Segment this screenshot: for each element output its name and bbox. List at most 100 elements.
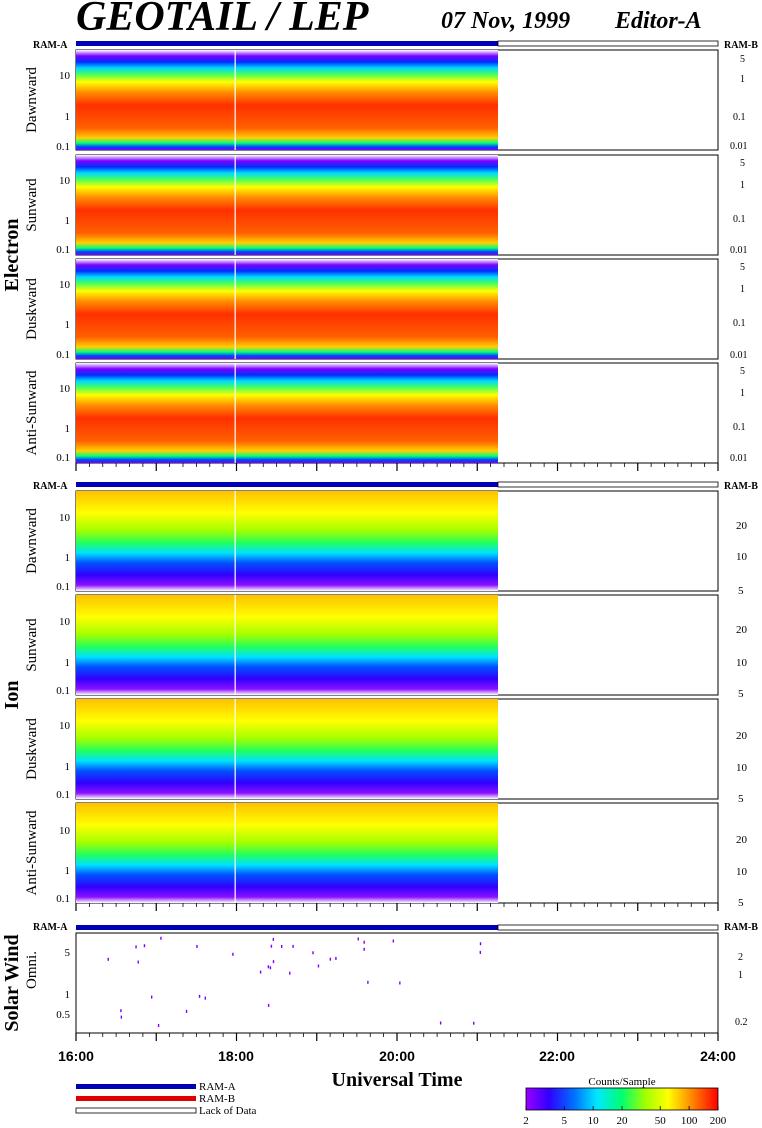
legend-lack-label: Lack of Data — [199, 1105, 257, 1117]
solar-wind-count-mark — [137, 960, 139, 964]
solar-wind-right-tick-2: 2 — [738, 952, 743, 963]
ion-dawnward-left-tick-1: 1 — [65, 552, 71, 564]
solar-wind-count-mark — [357, 937, 359, 941]
ion-anti-sunward-label: Anti-Sunward — [24, 810, 40, 895]
legend-ram-b-label: RAM-B — [199, 1093, 235, 1105]
solar-wind-right-tick-0-2: 0.2 — [735, 1017, 748, 1028]
ion-sunward-spectrogram — [76, 595, 498, 695]
colorbar: Counts/Sample 2 5 10 20 50 100 200 — [523, 1076, 727, 1127]
time-tick-24: 24:00 — [700, 1048, 736, 1064]
solar-wind-count-mark — [259, 970, 262, 974]
solar-wind-count-mark — [329, 957, 332, 961]
solar-wind-count-mark — [392, 939, 395, 943]
ion-duskward-left-tick-0-1: 0.1 — [56, 789, 70, 801]
solar-wind-count-mark — [157, 1023, 160, 1027]
figure-editor: Editor-A — [614, 8, 702, 34]
solar-wind-count-mark — [198, 994, 201, 998]
electron-sunward-left-tick-10: 10 — [59, 175, 71, 187]
ion-duskward-label: Duskward — [24, 718, 40, 780]
electron-dawnward-right-tick-1: 1 — [740, 74, 745, 85]
ion-sunward-label: Sunward — [24, 618, 40, 672]
ion-ram-a-label: RAM-A — [33, 481, 68, 492]
solar-wind-count-mark — [280, 944, 283, 948]
electron-anti-sunward-label: Anti-Sunward — [24, 370, 40, 455]
solar-wind-count-mark — [270, 944, 273, 948]
ion-anti-sunward-left-tick-0-1: 0.1 — [56, 893, 70, 905]
time-axis: 16:00 18:00 20:00 22:00 24:00 Universal … — [58, 1048, 736, 1091]
electron-duskward-right-tick-1: 1 — [740, 284, 745, 295]
electron-dawnward-right-tick-5: 5 — [740, 54, 745, 65]
ion-duskward-right-tick-5: 5 — [738, 793, 744, 805]
electron-group-label: Electron — [1, 219, 23, 292]
solar-wind-group: Solar Wind RAM-A RAM-B Omni. 5 1 0.5 2 1… — [1, 922, 758, 1034]
time-tick-20: 20:00 — [379, 1048, 415, 1064]
axis-tick-marks — [75, 463, 719, 1041]
figure-date: 07 Nov, 1999 — [441, 8, 570, 34]
electron-sunward-label: Sunward — [24, 178, 40, 232]
solar-wind-ram-b-label: RAM-B — [724, 922, 758, 933]
ion-ram-b-label: RAM-B — [724, 481, 758, 492]
solar-wind-ram-a-label: RAM-A — [33, 922, 68, 933]
time-axis-label: Universal Time — [332, 1069, 463, 1091]
electron-anti-sunward-panel: Anti-Sunward 10 1 0.1 5 1 0.1 0.01 — [24, 362, 748, 464]
time-tick-18: 18:00 — [218, 1048, 254, 1064]
solar-wind-count-mark — [317, 964, 320, 968]
solar-wind-count-mark — [267, 1003, 270, 1007]
solar-wind-count-mark — [335, 956, 337, 960]
electron-dawnward-left-tick-1: 1 — [65, 111, 71, 123]
ion-anti-sunward-panel: Anti-Sunward 10 1 0.1 20 10 5 — [24, 802, 748, 909]
ion-anti-sunward-right-tick-10: 10 — [736, 866, 748, 878]
ion-dawnward-right-tick-20: 20 — [736, 520, 748, 532]
electron-duskward-panel: Duskward 10 1 0.1 5 1 0.1 0.01 — [24, 258, 748, 361]
colorbar-tick-label: 50 — [655, 1115, 667, 1127]
electron-anti-sunward-right-tick-0-01: 0.01 — [730, 453, 748, 464]
solar-wind-ram-a-bar — [76, 925, 498, 930]
solar-wind-count-mark — [479, 942, 482, 946]
solar-wind-count-mark — [120, 1009, 122, 1013]
solar-wind-count-mark — [150, 995, 153, 999]
colorbar-ticks: 2 5 10 20 50 100 200 — [523, 1106, 727, 1127]
ion-duskward-spectrogram — [76, 699, 498, 799]
electron-dawnward-right-tick-0-01: 0.01 — [730, 141, 748, 152]
solar-wind-count-mark — [272, 937, 275, 941]
ion-sunward-panel: Sunward 10 1 0.1 20 10 5 — [24, 594, 748, 700]
ion-dawnward-spectrogram — [76, 491, 498, 591]
electron-sunward-right-tick-5: 5 — [740, 158, 745, 169]
electron-anti-sunward-spectrogram — [76, 363, 498, 463]
ion-sunward-right-tick-5: 5 — [738, 688, 744, 700]
solar-wind-count-mark — [272, 960, 275, 964]
electron-ram-b-label: RAM-B — [724, 40, 758, 51]
solar-wind-left-tick-1: 1 — [65, 989, 71, 1001]
electron-duskward-left-tick-0-1: 0.1 — [56, 349, 70, 361]
ion-dawnward-left-tick-10: 10 — [59, 512, 71, 524]
ion-duskward-right-tick-10: 10 — [736, 762, 748, 774]
ion-dawnward-left-tick-0-1: 0.1 — [56, 581, 70, 593]
ion-group-label: Ion — [1, 681, 23, 710]
colorbar-tick-label: 200 — [710, 1115, 727, 1127]
electron-anti-sunward-left-tick-0-1: 0.1 — [56, 452, 70, 464]
ion-sunward-right-tick-10: 10 — [736, 657, 748, 669]
solar-wind-count-mark — [120, 1015, 123, 1019]
ion-anti-sunward-right-tick-5: 5 — [738, 897, 744, 909]
electron-anti-sunward-right-tick-1: 1 — [740, 388, 745, 399]
ion-sunward-left-tick-10: 10 — [59, 616, 71, 628]
ion-sunward-right-tick-20: 20 — [736, 624, 748, 636]
solar-wind-count-mark — [107, 957, 109, 961]
legend-ram-b-swatch — [76, 1096, 196, 1101]
solar-wind-count-mark — [196, 944, 198, 948]
solar-wind-omni-label: Omni. — [24, 951, 40, 989]
colorbar-tick-label: 5 — [561, 1115, 567, 1127]
time-tick-16: 16:00 — [58, 1048, 94, 1064]
colorbar-tick-label: 20 — [617, 1115, 629, 1127]
solar-wind-count-mark — [473, 1021, 475, 1025]
electron-duskward-right-tick-0-1: 0.1 — [733, 318, 746, 329]
solar-wind-count-mark — [185, 1009, 188, 1013]
electron-anti-sunward-right-tick-5: 5 — [740, 366, 745, 377]
colorbar-tick-label: 100 — [681, 1115, 698, 1127]
solar-wind-count-mark — [269, 966, 272, 970]
solar-wind-count-mark — [289, 971, 291, 975]
electron-duskward-spectrogram — [76, 259, 498, 359]
electron-dawnward-panel: Dawnward 10 1 0.1 5 1 0.1 0.01 — [24, 49, 748, 153]
ion-dawnward-panel: Dawnward 10 1 0.1 20 10 5 — [24, 490, 748, 597]
